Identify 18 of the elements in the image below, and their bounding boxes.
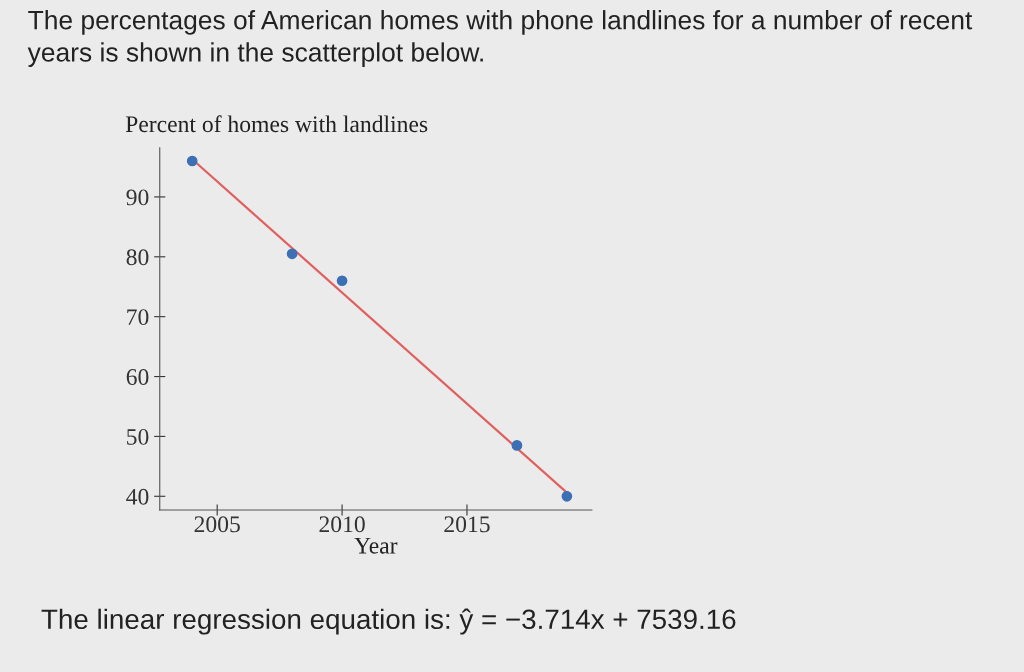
y-tick-label: 50 <box>127 428 149 445</box>
x-axis-title: Year <box>354 537 398 554</box>
point <box>561 490 573 502</box>
y-tick-label: 40 <box>126 488 149 505</box>
y-tick-label: 70 <box>127 309 149 326</box>
text: The linear regression equation is: ŷ = −3.714x + 7539.16 <box>41 608 736 635</box>
x-tick-label: 2005 <box>194 516 240 533</box>
chart-title: The percentages of American homes with phone landlines for a number of recent years is shown in the scatterplot below. <box>27 10 973 67</box>
y-axis-title: Percent of homes with landlines <box>125 115 428 133</box>
y-tick-label: 60 <box>126 369 149 385</box>
y-tick-label: 90 <box>126 189 149 206</box>
y-tick-label: 80 <box>126 249 149 266</box>
point <box>511 440 523 451</box>
x-tick-label: 2010 <box>319 516 365 533</box>
x-tick-label: 2015 <box>444 516 490 533</box>
point <box>286 248 298 260</box>
point <box>336 275 348 287</box>
point <box>186 155 198 167</box>
